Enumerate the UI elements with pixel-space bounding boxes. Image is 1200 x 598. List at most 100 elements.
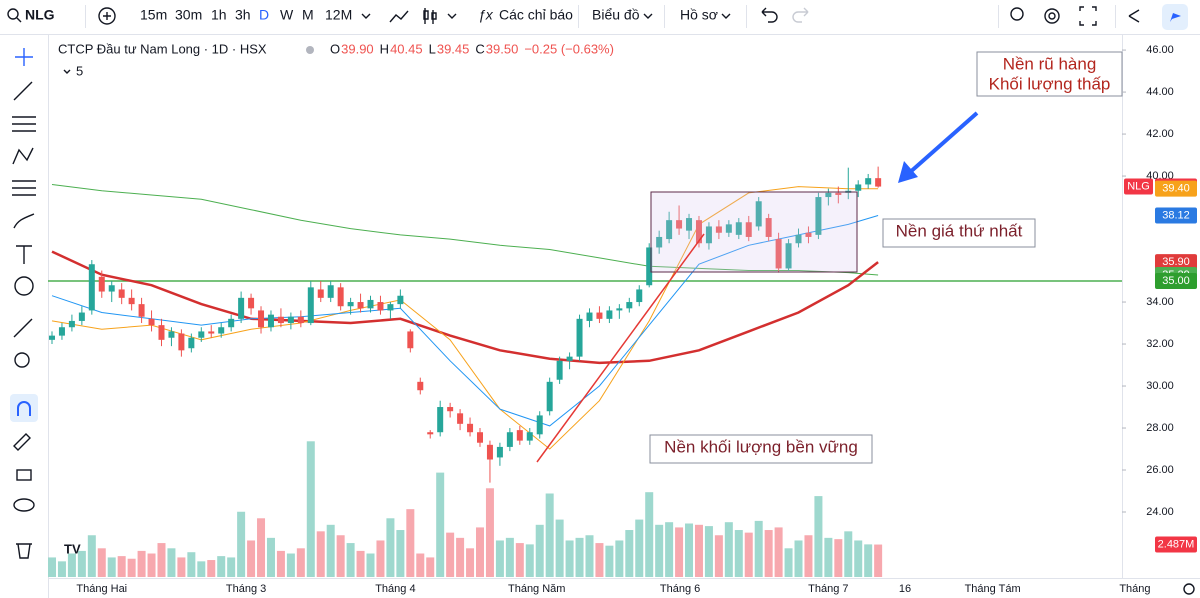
symbol[interactable]: NLG xyxy=(25,7,55,23)
x-tick-label: Tháng 7 xyxy=(808,583,848,595)
volume-bar xyxy=(316,531,325,577)
settings-button[interactable] xyxy=(1044,8,1060,24)
interval-button[interactable]: W xyxy=(280,7,294,23)
visibility-tool[interactable] xyxy=(13,498,35,512)
volume-bar xyxy=(525,544,534,577)
volume-bar xyxy=(187,552,196,577)
candle-body xyxy=(158,325,165,340)
interval-button[interactable]: 12M xyxy=(325,7,352,23)
candle-body xyxy=(337,287,344,307)
profile-menu xyxy=(721,13,731,19)
candle-body xyxy=(277,316,284,324)
share-button[interactable] xyxy=(1128,9,1140,23)
undo[interactable] xyxy=(761,7,778,23)
interval-button[interactable]: D xyxy=(259,7,269,23)
volume-bar xyxy=(625,530,634,577)
volume-bar xyxy=(177,557,186,577)
crosshair-tool[interactable] xyxy=(15,48,33,66)
volume-bar xyxy=(356,550,365,577)
candle-body xyxy=(307,287,314,324)
volume-bar xyxy=(565,540,574,577)
volume-bar xyxy=(207,560,216,577)
volume-bar xyxy=(575,537,584,577)
redo[interactable] xyxy=(792,7,809,23)
zoom-tool[interactable] xyxy=(14,352,30,368)
interval-button[interactable]: 30m xyxy=(175,7,202,23)
candle-body xyxy=(855,184,862,191)
volume-bar xyxy=(286,553,295,577)
chart-button[interactable]: Biểu đồ xyxy=(592,7,640,23)
interval-button[interactable]: 1h xyxy=(211,7,227,23)
price-tag-label: 35.00 xyxy=(1162,275,1190,287)
volume-bar xyxy=(675,527,684,577)
fx-icon: ƒx xyxy=(478,7,494,23)
chart-style-menu[interactable] xyxy=(447,13,457,19)
compare-plus xyxy=(103,12,111,20)
indicators-toggle[interactable] xyxy=(63,69,71,74)
brush-tool[interactable] xyxy=(13,213,35,229)
candle-body xyxy=(695,220,702,244)
chart-style-candles[interactable] xyxy=(423,8,437,24)
trendline-tool[interactable] xyxy=(13,81,33,101)
alert-button[interactable] xyxy=(1010,7,1024,21)
volume-bar xyxy=(645,492,654,577)
candle-body xyxy=(825,192,832,198)
volume-bar xyxy=(446,532,455,577)
candle-body xyxy=(725,224,732,233)
candle-body xyxy=(228,318,235,328)
volume-bar xyxy=(615,540,624,577)
time-axis-settings[interactable] xyxy=(1183,583,1195,595)
volume-bar xyxy=(416,553,425,577)
emoji-tool[interactable] xyxy=(14,276,34,296)
volume-bar xyxy=(814,496,823,577)
fib-tool[interactable] xyxy=(12,116,36,132)
search-icon[interactable] xyxy=(7,8,19,20)
interval-button[interactable]: 3h xyxy=(235,7,251,23)
ohlc-value: 39.90 xyxy=(341,41,374,56)
candle-body xyxy=(218,327,225,334)
candle-body xyxy=(297,316,304,324)
candle-body xyxy=(437,407,444,433)
lock-tool[interactable] xyxy=(16,469,32,481)
candle-body xyxy=(267,314,274,328)
volume-bar xyxy=(734,530,743,577)
compare-button[interactable] xyxy=(98,7,116,25)
symbol-tag-label: NLG xyxy=(1127,180,1150,192)
pattern-tool[interactable] xyxy=(12,147,34,165)
volume-bar xyxy=(276,550,285,577)
candle-body xyxy=(178,333,185,351)
volume-bar xyxy=(237,511,246,577)
volume-bar xyxy=(247,540,256,577)
volume-bar xyxy=(605,545,614,577)
search-icon-handle xyxy=(16,17,22,23)
fullscreen-button[interactable] xyxy=(1079,6,1097,26)
price-tag-label: 39.40 xyxy=(1162,183,1190,195)
volume-bar xyxy=(874,544,883,577)
interval-group: 15m 30m 1h 3h D W M 12M xyxy=(140,7,352,23)
interval-button[interactable]: M xyxy=(302,7,314,23)
interval-menu[interactable] xyxy=(361,13,371,19)
delete-tool[interactable] xyxy=(16,543,32,559)
candle-body xyxy=(745,222,752,237)
text-tool[interactable] xyxy=(16,245,32,264)
ohlc-key: H xyxy=(380,41,389,56)
candle-body xyxy=(546,381,553,412)
publish-icon xyxy=(1170,13,1181,22)
interval-button[interactable]: 15m xyxy=(140,7,167,23)
draw-mode-tool[interactable] xyxy=(13,433,31,451)
projection-tool[interactable] xyxy=(12,180,36,196)
ruler-tool[interactable] xyxy=(13,318,33,338)
profile-button[interactable]: Hồ sơ xyxy=(680,7,718,23)
volume-bar xyxy=(854,540,863,577)
candle-body xyxy=(287,316,294,324)
candle-body xyxy=(506,432,513,447)
annotation-box xyxy=(976,51,1123,97)
magnet-tool[interactable] xyxy=(10,394,38,422)
indicators-button[interactable]: Các chỉ báo xyxy=(499,7,573,23)
candle-body xyxy=(686,218,693,231)
candle-body xyxy=(835,192,842,195)
volume-bar xyxy=(137,550,146,577)
chart-style-line[interactable] xyxy=(389,10,409,23)
